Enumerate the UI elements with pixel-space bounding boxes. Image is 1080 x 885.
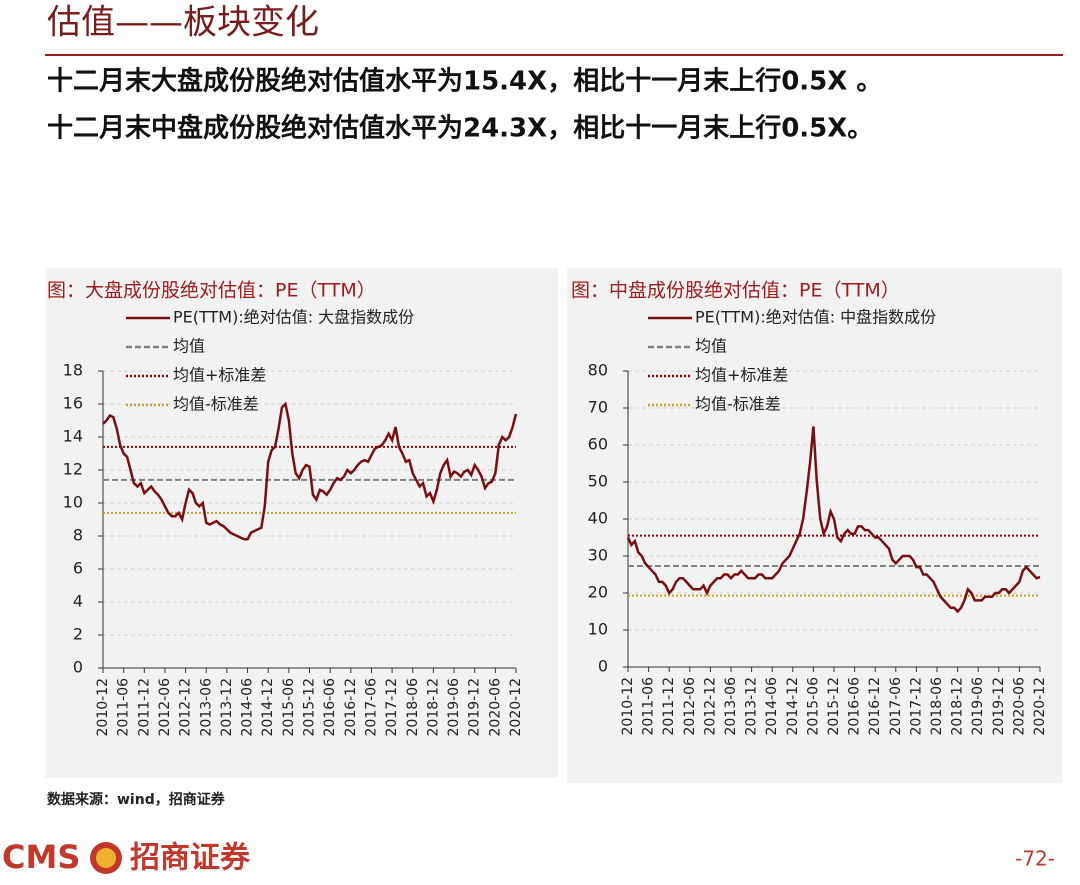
chart-title: 图：中盘成份股绝对估值：PE（TTM） <box>571 280 900 302</box>
x-tick-label: 2017-06 <box>888 677 904 736</box>
chart-title: 图：大盘成份股绝对估值：PE（TTM） <box>47 280 376 302</box>
x-tick-label: 2019-06 <box>446 678 462 737</box>
legend-label: 均值 <box>695 337 727 356</box>
y-tick-label: 0 <box>598 657 608 676</box>
legend-label: 均值-标准差 <box>695 395 781 414</box>
y-tick-label: 10 <box>63 493 83 512</box>
x-tick-label: 2015-12 <box>302 678 318 737</box>
x-tick-label: 2013-12 <box>219 678 235 737</box>
y-tick-label: 70 <box>588 398 608 417</box>
y-tick-label: 40 <box>588 509 608 528</box>
y-tick-label: 6 <box>73 559 83 578</box>
x-tick-label: 2020-12 <box>508 678 524 737</box>
x-tick-label: 2016-12 <box>867 677 883 736</box>
x-tick-label: 2018-12 <box>425 678 441 737</box>
x-tick-label: 2013-06 <box>723 677 739 736</box>
x-tick-label: 2015-06 <box>805 677 821 736</box>
y-tick-label: 12 <box>63 460 83 479</box>
x-tick-label: 2016-06 <box>322 678 338 737</box>
page-title: 估值——板块变化 <box>47 3 319 43</box>
legend-label: 均值 <box>173 337 205 356</box>
data-line <box>102 401 518 541</box>
y-tick-label: 4 <box>73 592 83 611</box>
y-tick-label: 50 <box>588 472 608 491</box>
x-tick-label: 2011-06 <box>641 677 657 736</box>
legend-label: PE(TTM):绝对估值: 大盘指数成份 <box>173 308 414 327</box>
x-tick-label: 2012-12 <box>178 678 194 737</box>
y-tick-label: 8 <box>73 526 83 545</box>
x-tick-label: 2014-12 <box>785 677 801 736</box>
x-tick-label: 2020-12 <box>1032 677 1048 736</box>
x-tick-label: 2020-06 <box>487 678 503 737</box>
legend-label: 均值-标准差 <box>173 395 259 414</box>
x-tick-label: 2011-12 <box>661 677 677 736</box>
legend-label: PE(TTM):绝对估值: 中盘指数成份 <box>695 308 936 327</box>
y-tick-label: 20 <box>588 583 608 602</box>
chart-panel <box>45 268 558 778</box>
x-tick-label: 2018-06 <box>929 677 945 736</box>
y-tick-label: 16 <box>63 394 83 413</box>
x-tick-label: 2019-12 <box>467 678 483 737</box>
x-tick-label: 2010-12 <box>620 677 636 736</box>
x-tick-label: 2017-12 <box>384 678 400 737</box>
legend-label: 均值+标准差 <box>173 366 266 385</box>
x-tick-label: 2019-06 <box>970 677 986 736</box>
x-tick-label: 2016-12 <box>343 678 359 737</box>
page-number: -72- <box>1015 847 1055 871</box>
x-tick-label: 2011-12 <box>136 678 152 737</box>
summary-line: 十二月末大盘成份股绝对估值水平为15.4X，相比十一月末上行0.5X 。 <box>47 66 882 97</box>
x-tick-label: 2018-06 <box>405 678 421 737</box>
x-tick-label: 2014-12 <box>260 678 276 737</box>
y-tick-label: 18 <box>63 361 83 380</box>
x-tick-label: 2011-06 <box>116 678 132 737</box>
y-tick-label: 0 <box>73 658 83 677</box>
x-tick-label: 2014-06 <box>764 677 780 736</box>
y-tick-label: 30 <box>588 546 608 565</box>
y-tick-label: 2 <box>73 625 83 644</box>
logo-icon <box>96 848 116 868</box>
y-tick-label: 10 <box>588 620 608 639</box>
x-tick-label: 2017-06 <box>363 678 379 737</box>
summary-line: 十二月末中盘成份股绝对估值水平为24.3X，相比十一月末上行0.5X。 <box>47 113 873 144</box>
chart-panel <box>567 268 1062 783</box>
x-tick-label: 2020-06 <box>1011 677 1027 736</box>
x-tick-label: 2016-06 <box>847 677 863 736</box>
x-tick-label: 2012-06 <box>682 677 698 736</box>
x-tick-label: 2013-12 <box>744 677 760 736</box>
y-tick-label: 60 <box>588 435 608 454</box>
y-tick-label: 80 <box>588 361 608 380</box>
x-tick-label: 2018-12 <box>950 677 966 736</box>
logo-company: 招商证券 <box>130 841 251 876</box>
legend-label: 均值+标准差 <box>695 366 788 385</box>
x-tick-label: 2019-12 <box>991 677 1007 736</box>
x-tick-label: 2014-06 <box>240 678 256 737</box>
x-tick-label: 2013-06 <box>198 678 214 737</box>
x-tick-label: 2012-12 <box>702 677 718 736</box>
x-tick-label: 2012-06 <box>157 678 173 737</box>
x-tick-label: 2017-12 <box>908 677 924 736</box>
y-tick-label: 14 <box>63 427 83 446</box>
source-note: 数据来源：wind，招商证券 <box>47 791 226 808</box>
x-tick-label: 2015-06 <box>281 678 297 737</box>
x-tick-label: 2015-12 <box>826 677 842 736</box>
x-tick-label: 2010-12 <box>95 678 111 737</box>
data-line <box>626 426 1041 614</box>
logo-text: CMS <box>2 838 80 876</box>
